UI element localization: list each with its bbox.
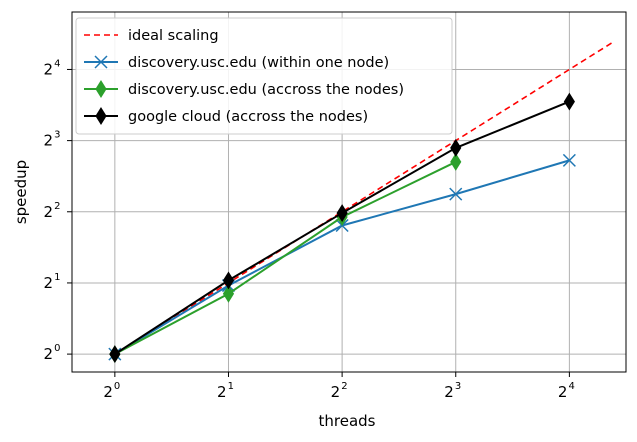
x-tick-exponent: 0 xyxy=(114,381,120,392)
data-point xyxy=(222,271,235,290)
x-tick-label: 24 xyxy=(558,381,575,401)
y-tick-base: 2 xyxy=(44,132,54,150)
y-tick-label: 20 xyxy=(44,343,61,363)
x-tick-base: 2 xyxy=(103,383,113,401)
series-line xyxy=(114,161,457,355)
legend-entry: ideal scaling xyxy=(84,28,219,44)
legend: ideal scaling discovery.usc.edu (within o… xyxy=(75,17,453,135)
x-axis-label: threads xyxy=(319,412,376,430)
x-tick-base: 2 xyxy=(444,383,454,401)
y-tick-exponent: 2 xyxy=(54,201,60,212)
x-tick-label: 21 xyxy=(217,381,234,401)
data-point xyxy=(563,92,575,111)
y-tick-base: 2 xyxy=(44,274,54,292)
y-tick-exponent: 1 xyxy=(54,272,60,283)
y-tick-base: 2 xyxy=(44,203,54,221)
data-point xyxy=(450,152,462,171)
x-tick-exponent: 4 xyxy=(568,381,574,392)
y-tick-base: 2 xyxy=(44,60,54,78)
y-tick-label: 22 xyxy=(44,201,61,221)
data-point xyxy=(222,284,235,303)
legend-entry: discovery.usc.edu (within one node) xyxy=(84,55,389,71)
series-3 xyxy=(109,92,575,364)
legend-marker xyxy=(95,80,107,98)
data-point xyxy=(562,153,576,167)
y-tick-label: 23 xyxy=(44,130,61,150)
data-point xyxy=(449,187,463,201)
y-tick-label: 24 xyxy=(44,58,61,78)
legend-label: discovery.usc.edu (accross the nodes) xyxy=(128,82,404,98)
legend-entry: google cloud (accross the nodes) xyxy=(84,107,368,125)
legend-label: discovery.usc.edu (within one node) xyxy=(128,55,389,71)
data-point xyxy=(109,345,121,364)
legend-entry: discovery.usc.edu (accross the nodes) xyxy=(84,80,404,98)
legend-box xyxy=(75,17,453,135)
x-tick-label: 20 xyxy=(103,381,120,401)
plot-lines xyxy=(108,40,616,364)
plot-frame xyxy=(71,11,627,373)
data-point xyxy=(336,204,348,223)
series-line xyxy=(114,40,616,355)
legend-label: ideal scaling xyxy=(128,28,219,44)
y-axis-label: speedup xyxy=(12,160,30,224)
x-tick-base: 2 xyxy=(331,383,341,401)
y-tick-exponent: 3 xyxy=(54,130,60,141)
legend-marker xyxy=(95,107,107,125)
x-tick-exponent: 3 xyxy=(455,381,461,392)
series-0 xyxy=(114,40,616,355)
x-tick-exponent: 1 xyxy=(228,381,234,392)
x-tick-base: 2 xyxy=(558,383,568,401)
x-tick-base: 2 xyxy=(217,383,227,401)
legend-label: google cloud (accross the nodes) xyxy=(128,109,368,125)
y-tick-base: 2 xyxy=(44,345,54,363)
legend-marker xyxy=(94,55,108,69)
data-point xyxy=(450,138,462,157)
y-tick-exponent: 4 xyxy=(54,58,60,69)
y-tick-label: 21 xyxy=(44,272,61,292)
x-tick-exponent: 2 xyxy=(341,381,347,392)
x-tick-label: 22 xyxy=(331,381,348,401)
x-tick-label: 23 xyxy=(444,381,461,401)
y-tick-exponent: 0 xyxy=(54,343,60,354)
